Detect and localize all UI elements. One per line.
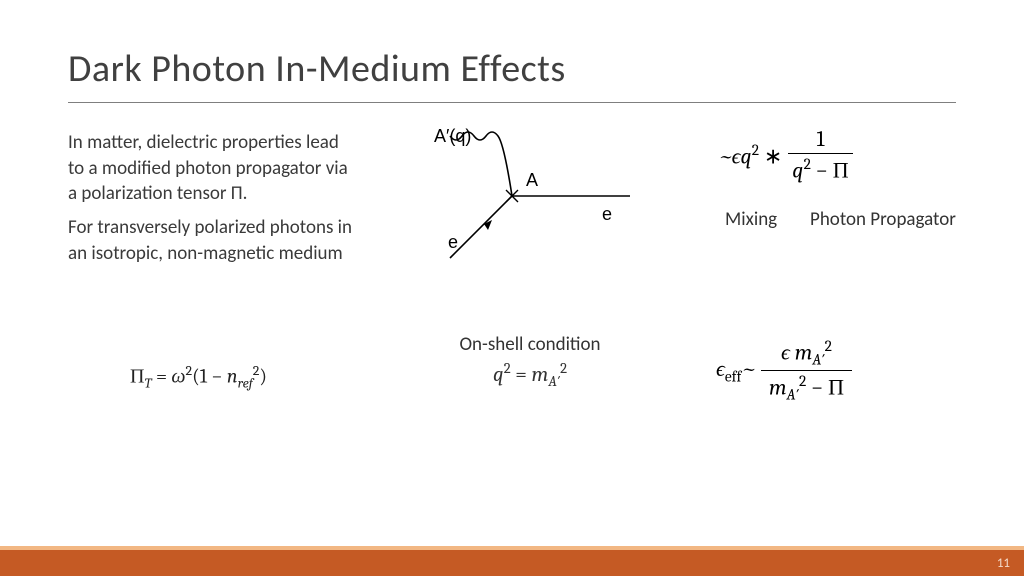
- eff-formula: ϵeff~ ϵ mA′2 mA′2 − Π: [716, 338, 852, 403]
- left-column: In matter, dielectric properties lead to…: [68, 130, 358, 274]
- mixing-label: Mixing: [725, 208, 777, 231]
- pi-equation: ΠT = ω2(1 − nref2): [130, 362, 267, 392]
- footer-band: [0, 550, 1024, 576]
- page-title: Dark Photon In-Medium Effects: [68, 46, 566, 92]
- diagram-label-A: A: [526, 170, 538, 190]
- paragraph-2: For transversely polarized photons in an…: [68, 215, 358, 266]
- onshell-block: On-shell condition q2 = mA′2: [430, 333, 630, 390]
- page-number: 11: [997, 556, 1010, 571]
- mixing-formula: ~ϵq2 ∗ 1 q2 − Π: [720, 128, 853, 183]
- title-rule: [68, 102, 956, 103]
- feynman-diagram: A′(q) A e e: [430, 128, 630, 268]
- onshell-title: On-shell condition: [430, 333, 630, 356]
- propagator-label: Photon Propagator: [810, 208, 956, 232]
- diagram-label-e-in: e: [448, 232, 458, 252]
- diagram-label-e-out: e: [602, 204, 612, 224]
- onshell-eq: q2 = mA′2: [430, 360, 630, 390]
- paragraph-1: In matter, dielectric properties lead to…: [68, 130, 358, 207]
- diagram-label-Aprime: A′(q): [434, 128, 471, 146]
